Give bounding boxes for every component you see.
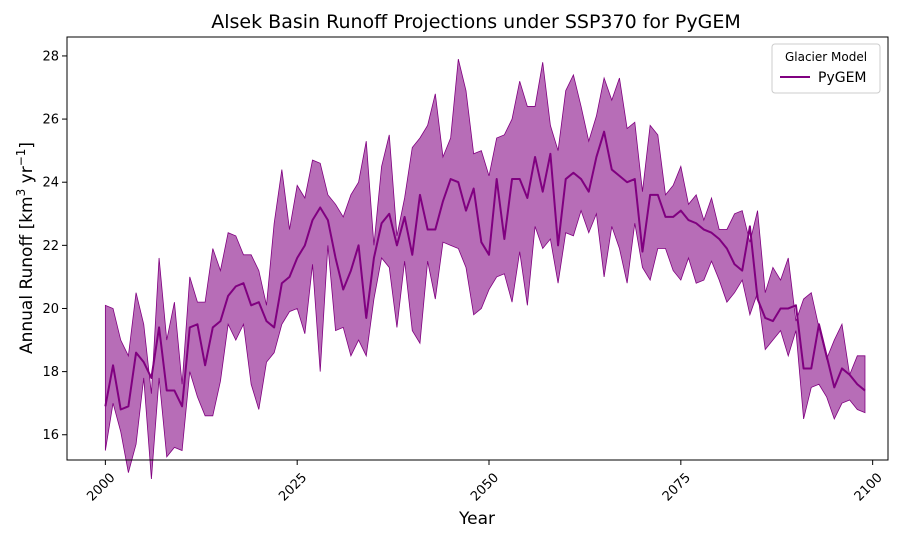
legend: Glacier Model PyGEM xyxy=(771,43,881,94)
y-axis-title-sup1: 3 xyxy=(14,189,28,197)
uncertainty-band-pygem xyxy=(104,59,866,479)
y-tick-label: 28 xyxy=(42,49,59,64)
legend-label-pygem: PyGEM xyxy=(818,70,867,86)
y-axis-title-mid: yr xyxy=(17,166,37,188)
plot-area xyxy=(104,59,866,479)
y-axis-title: Annual Runoff [km3 yr−1] xyxy=(14,142,37,354)
y-tick-label: 26 xyxy=(42,113,59,128)
y-tick-label: 22 xyxy=(42,239,59,254)
y-axis-title-sup2: −1 xyxy=(14,149,28,167)
y-axis: 16 18 20 22 24 26 28 xyxy=(42,49,67,443)
plot-frame xyxy=(66,36,889,461)
y-axis-title-main: Annual Runoff [km xyxy=(17,196,37,354)
legend-title: Glacier Model xyxy=(785,50,867,64)
chart-title: Alsek Basin Runoff Projections under SSP… xyxy=(211,11,740,33)
y-tick-label: 24 xyxy=(42,176,59,191)
x-axis-title: Year xyxy=(458,509,495,529)
y-axis-title-end: ] xyxy=(17,142,37,149)
y-tick-label: 20 xyxy=(42,302,59,317)
y-tick-label: 18 xyxy=(42,365,59,380)
mean-line-pygem xyxy=(104,130,866,411)
legend-box xyxy=(771,43,881,94)
y-tick-label: 16 xyxy=(42,428,59,443)
